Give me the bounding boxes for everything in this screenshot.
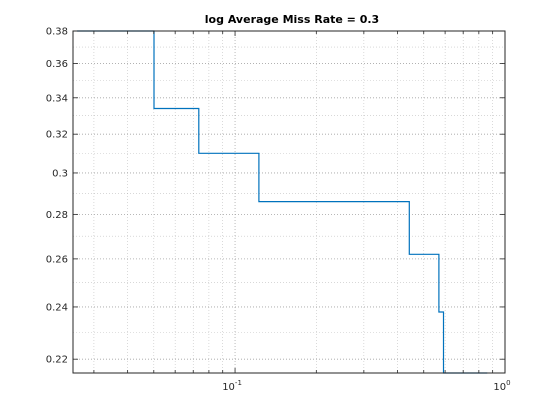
y-tick-label: 0.34 — [46, 93, 68, 104]
y-tick-label: 0.36 — [46, 59, 68, 70]
y-tick-label: 0.3 — [52, 168, 68, 179]
x-tick-label: 100 — [493, 379, 510, 393]
chart-title: log Average Miss Rate = 0.3 — [205, 13, 379, 26]
grid — [73, 30, 506, 373]
y-tick-label: 0.38 — [46, 27, 68, 38]
y-tick-label: 0.24 — [46, 302, 68, 313]
y-tick-label: 0.28 — [46, 210, 68, 221]
y-tick-label: 0.26 — [46, 254, 68, 265]
miss-rate-series-line — [77, 30, 488, 374]
x-tick-label: 10-1 — [222, 379, 242, 393]
series-layer — [77, 30, 488, 374]
y-tick-label: 0.32 — [46, 130, 68, 141]
y-tick-label: 0.22 — [46, 355, 68, 366]
tick-labels: 0.22 0.24 0.26 0.28 0.3 0.32 0.34 0.36 0.38 10-1 1… — [46, 27, 511, 394]
tick-marks — [73, 30, 506, 373]
axes-box — [72, 30, 506, 374]
